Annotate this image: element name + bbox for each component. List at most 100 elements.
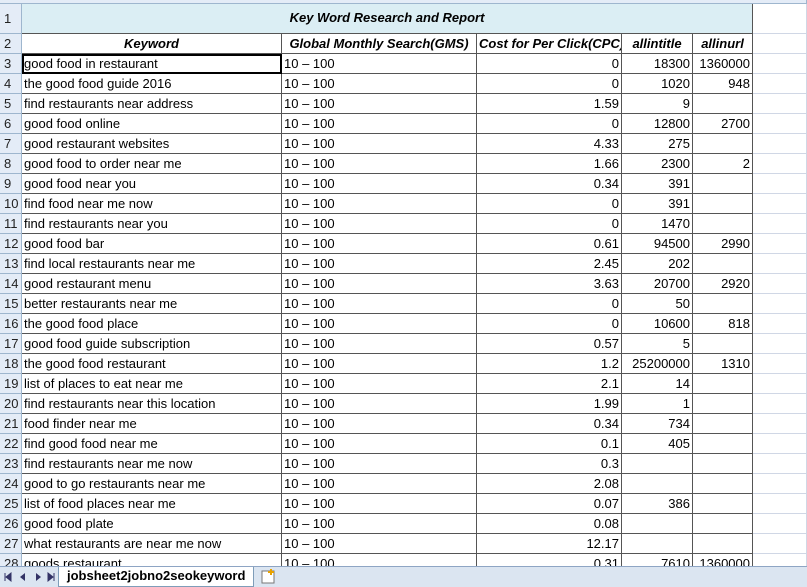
data-cell: 0 xyxy=(477,114,622,134)
row-number: 6 xyxy=(0,114,22,134)
keyword-cell: find food near me now xyxy=(22,194,282,214)
keyword-cell: the good food restaurant xyxy=(22,354,282,374)
data-cell: 0.07 xyxy=(477,494,622,514)
blank-cell xyxy=(753,494,807,514)
blank-cell xyxy=(753,354,807,374)
keyword-cell: good restaurant menu xyxy=(22,274,282,294)
keyword-cell[interactable]: good food in restaurant xyxy=(22,54,282,74)
insert-sheet-button[interactable] xyxy=(258,568,280,586)
blank-cell xyxy=(753,334,807,354)
data-cell xyxy=(693,474,753,494)
data-cell: 2.45 xyxy=(477,254,622,274)
blank-cell xyxy=(753,34,807,54)
data-cell xyxy=(693,534,753,554)
keyword-cell: good restaurant websites xyxy=(22,134,282,154)
data-cell: 0 xyxy=(477,54,622,74)
blank-cell xyxy=(753,414,807,434)
data-cell xyxy=(622,454,693,474)
data-cell xyxy=(693,94,753,114)
data-cell: 10 – 100 xyxy=(282,174,477,194)
row-number: 9 xyxy=(0,174,22,194)
data-cell: 10 – 100 xyxy=(282,434,477,454)
row-number: 25 xyxy=(0,494,22,514)
keyword-cell: find restaurants near address xyxy=(22,94,282,114)
data-cell: 10 – 100 xyxy=(282,534,477,554)
data-cell: 10 – 100 xyxy=(282,374,477,394)
data-cell: 0.34 xyxy=(477,414,622,434)
row-number: 5 xyxy=(0,94,22,114)
data-cell: 14 xyxy=(622,374,693,394)
row-number: 26 xyxy=(0,514,22,534)
keyword-cell: good food near you xyxy=(22,174,282,194)
row-number: 3 xyxy=(0,54,22,74)
data-cell: 1.66 xyxy=(477,154,622,174)
keyword-cell: find restaurants near me now xyxy=(22,454,282,474)
data-cell: 948 xyxy=(693,74,753,94)
keyword-cell: find restaurants near you xyxy=(22,214,282,234)
keyword-cell: good food bar xyxy=(22,234,282,254)
blank-cell xyxy=(753,234,807,254)
data-cell: 10 – 100 xyxy=(282,554,477,566)
data-cell: 10 – 100 xyxy=(282,474,477,494)
keyword-cell: what restaurants are near me now xyxy=(22,534,282,554)
data-cell: 10 – 100 xyxy=(282,514,477,534)
row-number: 20 xyxy=(0,394,22,414)
data-cell: 2 xyxy=(693,154,753,174)
blank-cell xyxy=(753,194,807,214)
blank-cell xyxy=(753,314,807,334)
data-cell: 0 xyxy=(477,294,622,314)
sheet-grid: 1 2 3 4 5 6 7 8 9 10 11 12 13 14 15 16 17 18 19 20 21 22 23 24 2… xyxy=(0,0,807,566)
data-cell: 10 – 100 xyxy=(282,334,477,354)
data-cell: 2920 xyxy=(693,274,753,294)
row-number: 1 xyxy=(0,4,22,34)
data-cell: 10 – 100 xyxy=(282,274,477,294)
data-cell: 0.3 xyxy=(477,454,622,474)
row-number: 19 xyxy=(0,374,22,394)
data-cell: 12.17 xyxy=(477,534,622,554)
data-cell: 2300 xyxy=(622,154,693,174)
data-cell: 94500 xyxy=(622,234,693,254)
data-cell: 1360000 xyxy=(693,554,753,566)
data-cell: 1310 xyxy=(693,354,753,374)
data-cell: 1 xyxy=(622,394,693,414)
data-cell: 10 – 100 xyxy=(282,314,477,334)
data-cell xyxy=(622,474,693,494)
row-number: 7 xyxy=(0,134,22,154)
blank-cell xyxy=(753,554,807,566)
data-cell: 0.61 xyxy=(477,234,622,254)
data-cell xyxy=(693,434,753,454)
column-header: Cost for Per Click(CPC) xyxy=(477,34,622,54)
data-cell xyxy=(693,494,753,514)
blank-cell xyxy=(753,74,807,94)
sheet-tab[interactable]: jobsheet2jobno2seokeyword xyxy=(58,567,255,587)
data-cell xyxy=(693,394,753,414)
data-cell: 2.1 xyxy=(477,374,622,394)
data-cell: 0 xyxy=(477,74,622,94)
data-cell: 1.59 xyxy=(477,94,622,114)
data-cell: 2990 xyxy=(693,234,753,254)
data-cell: 12800 xyxy=(622,114,693,134)
data-cell: 10 – 100 xyxy=(282,194,477,214)
data-cell: 10 – 100 xyxy=(282,454,477,474)
blank-cell xyxy=(753,114,807,134)
data-cell: 0.1 xyxy=(477,434,622,454)
data-cell: 10 – 100 xyxy=(282,414,477,434)
blank-cell xyxy=(753,154,807,174)
row-number: 2 xyxy=(0,34,22,54)
data-cell: 0.34 xyxy=(477,174,622,194)
row-number: 13 xyxy=(0,254,22,274)
data-cell: 275 xyxy=(622,134,693,154)
data-cell: 25200000 xyxy=(622,354,693,374)
row-number: 17 xyxy=(0,334,22,354)
keyword-cell: find good food near me xyxy=(22,434,282,454)
row-number: 28 xyxy=(0,554,22,566)
blank-cell xyxy=(753,294,807,314)
column-header: Global Monthly Search(GMS) xyxy=(282,34,477,54)
data-cell xyxy=(693,214,753,234)
row-number: 24 xyxy=(0,474,22,494)
data-cell: 9 xyxy=(622,94,693,114)
data-cell: 20700 xyxy=(622,274,693,294)
tab-nav-arrows[interactable] xyxy=(2,567,58,587)
blank-cell xyxy=(753,174,807,194)
